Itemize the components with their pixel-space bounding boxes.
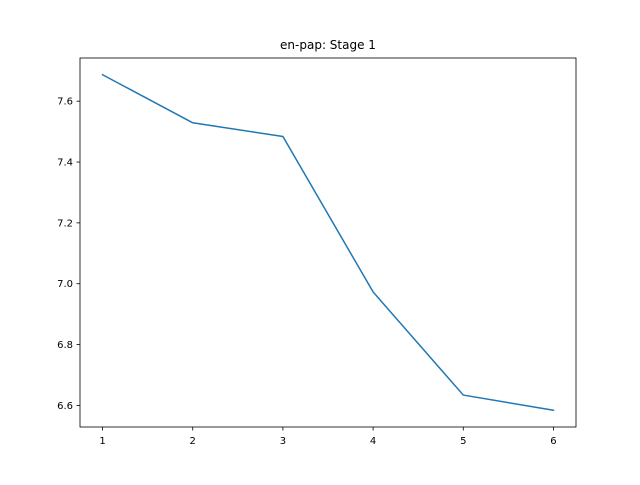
y-tick-label: 6.6	[57, 401, 73, 412]
y-tick-label: 7.6	[57, 97, 73, 108]
x-tick-label: 5	[460, 436, 466, 447]
y-tick-label: 7.4	[57, 158, 73, 169]
x-tick-label: 3	[280, 436, 286, 447]
x-tick-label: 2	[190, 436, 196, 447]
y-tick-label: 7.2	[57, 218, 73, 229]
y-tick-label: 7.0	[57, 279, 73, 290]
chart-title: en-pap: Stage 1	[280, 38, 376, 52]
y-tick-label: 6.8	[57, 340, 73, 351]
x-tick-label: 4	[370, 436, 376, 447]
x-tick-label: 6	[550, 436, 556, 447]
x-tick-label: 1	[99, 436, 105, 447]
